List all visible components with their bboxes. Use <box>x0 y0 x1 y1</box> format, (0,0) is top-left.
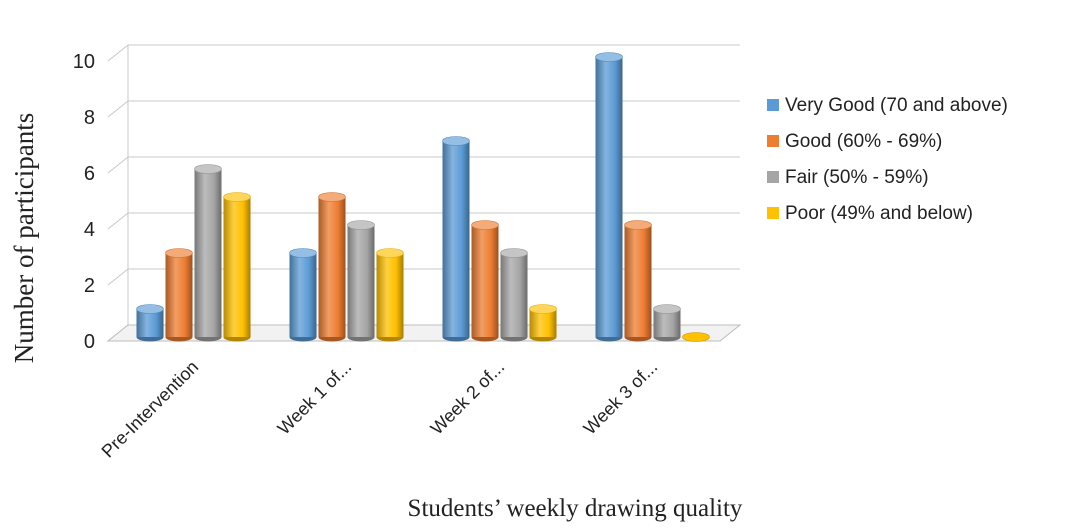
legend-label: Fair (50% - 59%) <box>785 167 929 188</box>
bars-layer <box>136 52 710 342</box>
grid-line-diag <box>107 268 129 286</box>
bar <box>653 304 681 342</box>
legend-swatch <box>767 171 779 183</box>
bar <box>165 248 193 342</box>
y-tick-label: 6 <box>84 163 95 185</box>
grid-line-diag <box>107 100 129 118</box>
x-axis-label: Students’ weekly drawing quality <box>408 495 743 522</box>
grid-line-diag <box>107 44 129 62</box>
legend-label: Good (60% - 69%) <box>785 131 942 152</box>
y-tick-label: 4 <box>84 219 95 241</box>
bar <box>347 220 375 342</box>
legend-swatch <box>767 135 779 147</box>
y-tick-label: 2 <box>84 275 95 297</box>
bar <box>682 332 710 342</box>
legend: Very Good (70 and above) Good (60% - 69%)… <box>767 95 1008 224</box>
ticks-layer: 0 2 4 6 8 10 <box>73 51 95 353</box>
bar <box>318 192 346 342</box>
grid-line-diag <box>107 156 129 174</box>
bar <box>529 304 557 342</box>
x-tick-label: Week 1 of... <box>274 357 356 439</box>
y-tick-label: 10 <box>73 51 95 73</box>
x-tick-label: Pre-Intervention <box>98 357 203 462</box>
bar <box>500 248 528 342</box>
legend-label: Very Good (70 and above) <box>785 95 1008 116</box>
bar <box>442 136 470 342</box>
legend-label: Poor (49% and below) <box>785 203 973 224</box>
y-tick-label: 0 <box>84 331 95 353</box>
legend-swatch <box>767 99 779 111</box>
bar <box>376 248 404 342</box>
y-tick-label: 8 <box>84 107 95 129</box>
y-axis-label: Number of participants <box>9 113 39 363</box>
legend-item: Very Good (70 and above) <box>767 95 1008 116</box>
bar <box>136 304 164 342</box>
legend-swatch <box>767 207 779 219</box>
grid-line-diag <box>107 212 129 230</box>
bar <box>194 164 222 342</box>
x-tick-label: Week 2 of... <box>427 357 509 439</box>
bar <box>289 248 317 342</box>
bar <box>624 220 652 342</box>
x-tick-label: Week 3 of... <box>580 357 662 439</box>
bar <box>595 52 623 342</box>
bar <box>471 220 499 342</box>
legend-item: Fair (50% - 59%) <box>767 167 929 188</box>
category-labels: Pre-Intervention Week 1 of... Week 2 of...… <box>98 357 662 462</box>
legend-item: Poor (49% and below) <box>767 203 973 224</box>
legend-item: Good (60% - 69%) <box>767 131 942 152</box>
bar <box>223 192 251 342</box>
